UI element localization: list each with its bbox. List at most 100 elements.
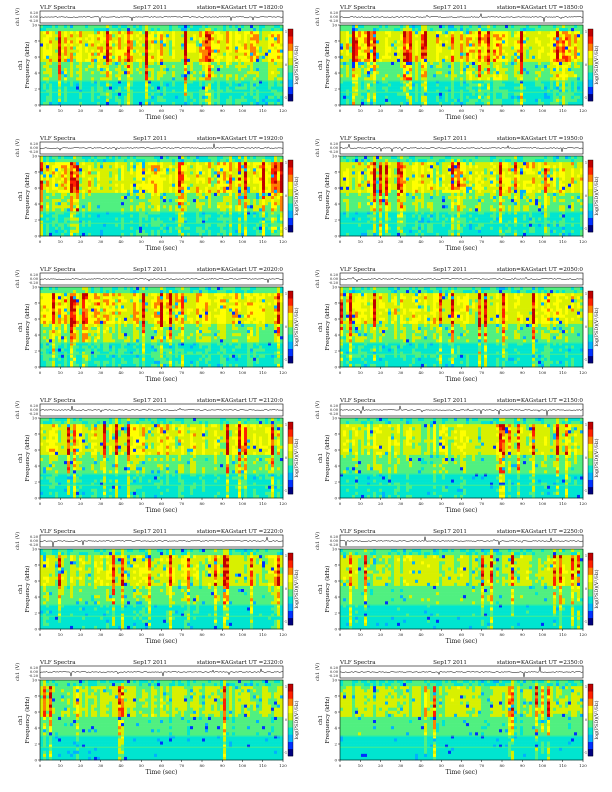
spectrogram-cell — [430, 65, 434, 69]
spectrogram-cell — [400, 86, 404, 90]
spectrogram-cell — [217, 162, 221, 166]
spectrogram-cell — [43, 28, 47, 32]
spectrogram-cell — [517, 61, 521, 66]
spectrogram-cell — [61, 43, 65, 47]
spectrogram-cell — [454, 65, 458, 69]
spectrogram-cell — [451, 46, 455, 50]
spectrogram-cell — [430, 46, 434, 50]
spectrogram-cell — [211, 171, 215, 175]
spectrogram-cell — [481, 49, 485, 53]
spectrogram-cell — [43, 31, 47, 35]
spectrogram-cell — [205, 77, 209, 81]
spectrogram-cell — [151, 168, 155, 172]
spectrogram-cell — [490, 31, 494, 35]
spectrogram-cell — [85, 46, 89, 50]
spectrogram-cell — [178, 46, 182, 50]
spectrogram-cell — [64, 98, 68, 103]
spectrogram-cell — [253, 37, 257, 41]
spectrogram-cell — [271, 162, 275, 166]
spectrogram-cell — [163, 46, 167, 50]
spectrogram-cell — [409, 28, 413, 32]
spectrogram-cell — [418, 55, 422, 60]
spectrogram-cell — [364, 34, 368, 38]
spectrogram-cell — [457, 52, 461, 57]
spectrogram-cell — [208, 43, 212, 47]
spectrogram-cell — [253, 162, 257, 166]
spectrogram-cell — [244, 61, 248, 66]
spectrogram-cell — [502, 52, 506, 57]
spectrogram-cell — [550, 89, 554, 93]
spectrogram-cell — [430, 68, 434, 72]
spectrogram-cell — [250, 34, 254, 38]
spectrogram-cell — [148, 159, 152, 163]
spectrogram-cell — [268, 52, 272, 57]
spectrogram-cell — [418, 46, 422, 50]
spectrogram-cell — [277, 49, 281, 53]
spectrogram-cell — [124, 40, 128, 44]
spectrogram-cell — [475, 68, 479, 72]
spectrogram-cell — [361, 40, 365, 44]
spectrogram-cell — [91, 52, 95, 57]
spectrogram-cell — [352, 31, 356, 35]
spectrogram-cell — [145, 74, 149, 78]
spectrogram-cell — [169, 46, 173, 50]
spectrogram-cell — [403, 28, 407, 32]
spectrogram-cell — [580, 77, 584, 81]
spectrogram-cell — [277, 77, 281, 81]
spectrogram-cell — [220, 37, 224, 41]
spectrogram-cell — [367, 71, 371, 75]
x-tick-label: 10 — [358, 108, 364, 113]
spectrogram-cell — [52, 68, 56, 72]
spectrogram-cell — [229, 28, 233, 32]
spectrogram-cell — [211, 80, 215, 84]
spectrogram-cell — [208, 101, 212, 106]
spectrogram-cell — [151, 89, 155, 93]
spectrogram-cell — [397, 92, 401, 97]
spectrogram-cell — [130, 101, 134, 106]
spectrogram-cell — [484, 43, 488, 47]
spectrogram-cell — [430, 77, 434, 81]
spectrogram-cell — [547, 95, 551, 100]
spectrogram-cell — [280, 92, 284, 97]
spectrogram-cell — [94, 80, 98, 84]
spectrogram-cell — [415, 95, 419, 100]
spectrogram-cell — [220, 159, 224, 163]
spectrogram-cell — [211, 89, 215, 93]
spectrogram-cell — [415, 55, 419, 60]
spectrogram-cell — [145, 165, 149, 169]
spectrogram-cell — [226, 28, 230, 32]
spectrogram-cell — [562, 74, 566, 78]
spectrogram-cell — [55, 46, 59, 50]
spectrogram-cell — [121, 40, 125, 44]
spectrogram-cell — [418, 95, 422, 100]
spectrogram-cell — [61, 92, 65, 97]
spectrogram-cell — [76, 25, 80, 29]
spectrogram-cell — [220, 43, 224, 47]
spectrogram-cell — [382, 86, 386, 90]
spectrogram-cell — [397, 55, 401, 60]
spectrogram-cell — [346, 68, 350, 72]
spectrogram-cell — [223, 61, 227, 66]
spectrogram-cell — [91, 168, 95, 172]
spectrogram-cell — [253, 61, 257, 66]
spectrogram-cell — [157, 43, 161, 47]
spectrogram-cell — [226, 168, 230, 172]
spectrogram-cell — [232, 28, 236, 32]
spectrogram-cell — [193, 52, 197, 57]
spectrogram-cell — [559, 28, 563, 32]
spectrogram-cell — [466, 40, 470, 44]
spectrogram-cell — [385, 46, 389, 50]
spectrogram-cell — [130, 159, 134, 163]
spectrogram-cell — [520, 101, 524, 106]
spectrogram-cell — [388, 28, 392, 32]
spectrogram-cell — [61, 71, 65, 75]
spectrogram-cell — [118, 162, 122, 166]
spectrogram-cell — [43, 159, 47, 163]
spectrogram-cell — [43, 174, 47, 178]
spectrogram-cell — [544, 101, 548, 106]
spectrogram-cell — [178, 83, 182, 87]
spectrogram-cell — [574, 28, 578, 32]
spectrogram-cell — [349, 89, 353, 93]
spectrogram-cell — [220, 83, 224, 87]
spectrogram-cell — [277, 61, 281, 66]
